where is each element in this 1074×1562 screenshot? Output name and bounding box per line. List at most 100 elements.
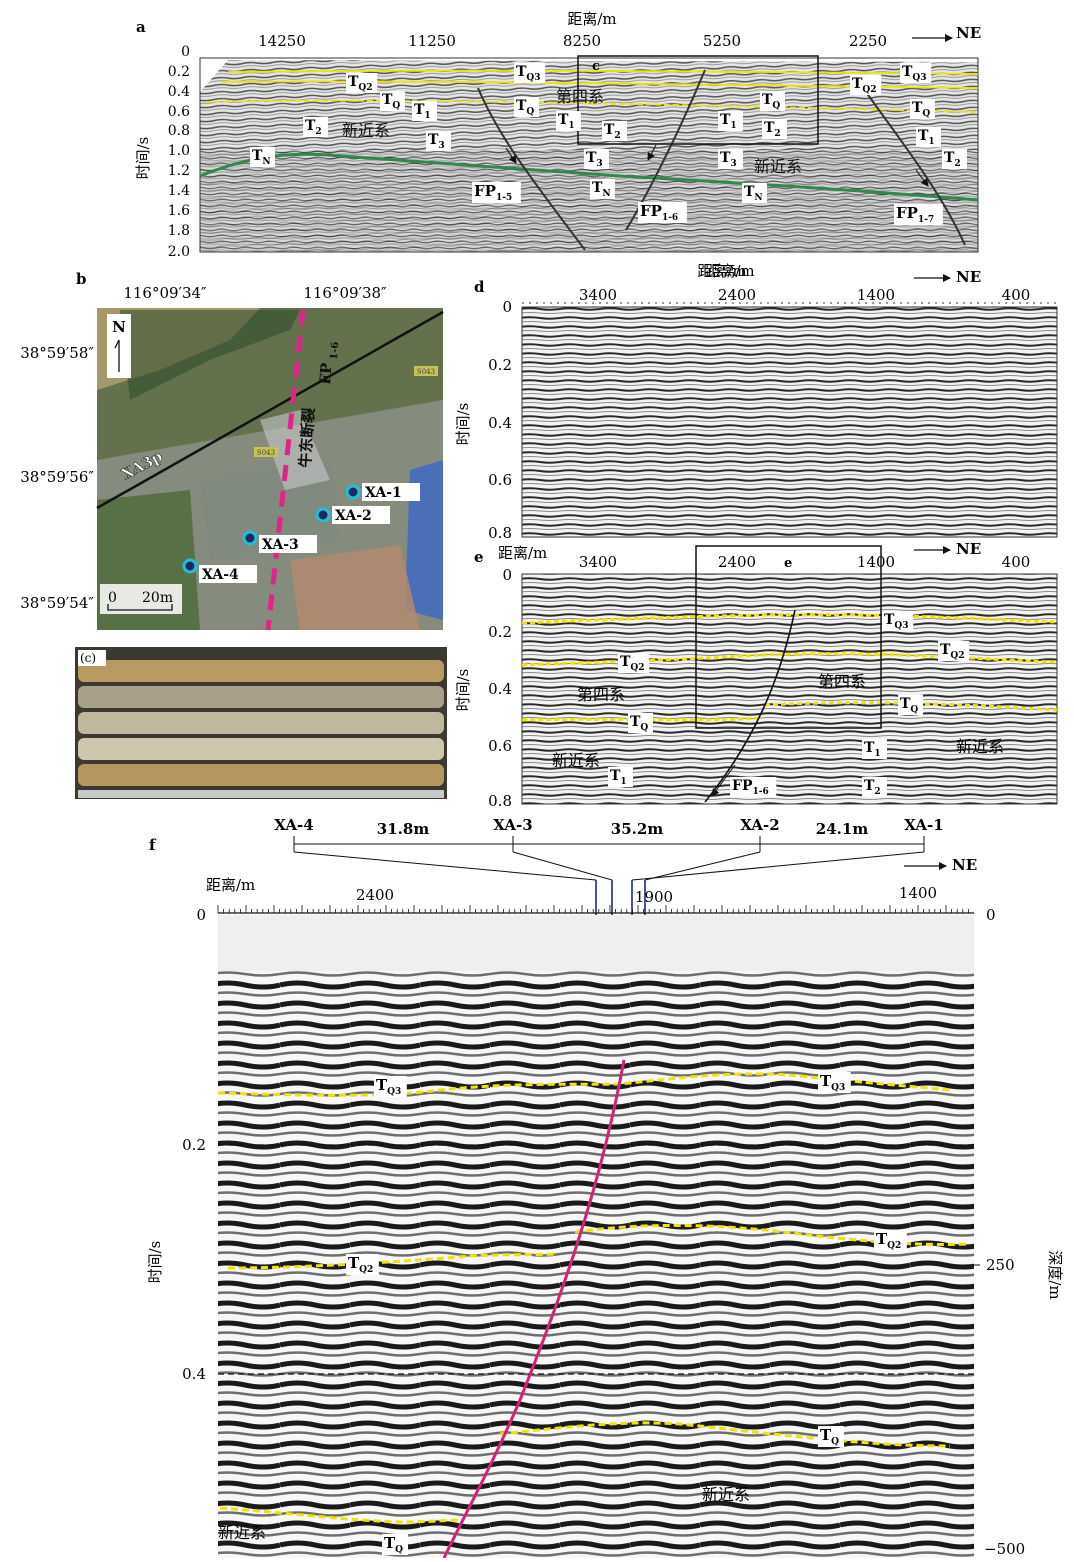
horizon-label: T2: [864, 778, 881, 797]
panel-f-spacing: 24.1m: [816, 820, 869, 838]
horizon-label: FP1-7: [896, 204, 934, 225]
horizon-label: T2: [305, 118, 322, 137]
panel-e-horizon-tq3: [521, 613, 1058, 625]
panel-b-road-sign: S043: [257, 449, 275, 457]
label-background: [628, 713, 653, 733]
panel-e-layer-label: 第四系: [577, 685, 625, 704]
panel-a-layer-label: 第四系: [556, 87, 604, 106]
panel-f-well-label: XA-1: [904, 816, 943, 834]
panel-e-layer-label: 新近系: [552, 751, 600, 770]
panel-b-lat-tick: 38°59′56″: [20, 468, 94, 486]
panel-b-fault-label-base: FP: [316, 362, 335, 385]
label-background: [602, 121, 627, 141]
panel-b-letter: b: [76, 270, 87, 288]
panel-f-well-label: XA-3: [493, 816, 532, 834]
panel-a-yaxis-title: 时间/s: [134, 137, 152, 180]
panel-f-letter: f: [149, 836, 157, 854]
panel-b-well-label: XA-3: [262, 537, 299, 553]
label-background: [850, 75, 882, 95]
horizon-label: TN: [252, 148, 271, 167]
label-background: [346, 1254, 379, 1275]
horizon-label: T3: [428, 132, 445, 151]
label-background: [618, 653, 650, 673]
panel-d-xaxis-title: 距离/m: [705, 262, 754, 280]
panel-e-seismic-section: [522, 574, 1057, 804]
label-background: [916, 127, 941, 147]
horizon-label: TQ2: [852, 76, 877, 95]
panel-e-horizon-tq-left: [521, 716, 761, 722]
panel-a-xaxis-bottom-title: 距离/m: [697, 262, 746, 280]
panel-e-xtick: 3400: [579, 553, 617, 571]
label-background: [374, 1076, 407, 1097]
panel-b-scale-zero: 0: [108, 590, 117, 606]
horizon-label: TQ2: [620, 654, 645, 673]
horizon-label: T1: [558, 112, 575, 131]
well-marker-icon: [315, 507, 331, 523]
label-background: [862, 777, 887, 797]
panel-a-ytick: 0.8: [168, 123, 190, 139]
panel-a-ytick: 0.2: [168, 64, 190, 80]
panel-f-blank-zone: [218, 915, 974, 971]
panel-f-y2tick: 0: [986, 906, 996, 924]
panel-e-layer-label: 新近系: [956, 737, 1004, 756]
horizon-label: FP1-5: [474, 182, 512, 203]
panel-c: (c): [75, 647, 447, 799]
panel-a-layer-label: 新近系: [342, 121, 390, 140]
label-background: [590, 179, 615, 199]
label-background: [638, 202, 687, 223]
panel-a-xaxis-title: 距离/m: [567, 10, 616, 28]
panel-f: f XA-4 XA-3 XA-2 XA-1 31.8m 35.2m 24.1m: [146, 816, 1064, 1559]
panel-b-scale-length: 20m: [142, 590, 173, 606]
panel-d-ytick: 0.6: [488, 471, 512, 489]
panel-f-ytick: 0: [196, 906, 206, 924]
panel-b-lat-tick: 38°59′54″: [20, 594, 94, 612]
label-background: [556, 111, 581, 131]
panel-a-horizon-tq: [204, 99, 979, 113]
panel-e-yaxis-title: 时间/s: [454, 669, 472, 712]
panel-e-xtick: 2400: [718, 553, 756, 571]
panel-d-ytick: 0: [502, 298, 512, 316]
label-background: [910, 99, 935, 119]
panel-a-ytick: 2.0: [168, 244, 190, 260]
horizon-label: TQ: [630, 714, 648, 733]
horizon-label: T3: [586, 150, 603, 169]
horizon-label: T1: [918, 128, 935, 147]
horizon-label: TQ: [912, 100, 930, 119]
panel-d-xtick: 3400: [579, 286, 617, 304]
label-background: [472, 182, 521, 203]
panel-a-ytick: 1.4: [168, 183, 190, 199]
panel-f-xaxis-title: 距离/m: [206, 876, 255, 894]
horizon-label: TQ3: [820, 1072, 845, 1093]
label-background: [762, 119, 787, 139]
panel-a-layer-label: 新近系: [754, 157, 802, 176]
panel-e-xaxis-title: 距离/m: [498, 544, 547, 562]
panel-f-yaxis-title: 时间/s: [146, 1241, 164, 1284]
panel-e-xtick: 400: [1002, 553, 1031, 571]
horizon-label: TQ2: [348, 74, 373, 93]
panel-e-horizon-labels: TQ3 TQ2 TQ2 TQ TQ T1 T1 T2 FP1-6: [608, 611, 970, 797]
panel-a-inset-box: [577, 55, 819, 145]
panel-a-fault-fp15: [477, 87, 586, 251]
panel-d-ytick: 0.2: [488, 356, 512, 374]
panel-a-ytick: 1.0: [168, 143, 190, 159]
panel-e-horizon-tq2: [521, 652, 1058, 667]
horizon-label: T2: [944, 150, 961, 169]
panel-b-lat-tick: 38°59′58″: [20, 344, 94, 362]
panel-d-ytick: 0.4: [488, 414, 512, 432]
panel-e-ytick: 0: [502, 566, 512, 584]
panel-e-xtick: 1400: [857, 553, 895, 571]
panel-e-ytick: 0.4: [488, 680, 512, 698]
horizon-label: TQ2: [940, 642, 965, 661]
panel-b-well-markers: [182, 484, 361, 574]
label-background: [730, 777, 777, 797]
panel-f-spacing: 31.8m: [377, 820, 430, 838]
horizon-label: T1: [610, 768, 627, 787]
panel-b-well-label: XA-2: [335, 508, 372, 524]
label-background: [250, 147, 275, 167]
panel-f-y2tick: 250: [986, 1256, 1015, 1274]
label-background: [346, 73, 378, 93]
panel-a-xtick-11250: 11250: [408, 32, 456, 50]
panel-b-lon-tick: 116°09′34″: [123, 284, 207, 302]
